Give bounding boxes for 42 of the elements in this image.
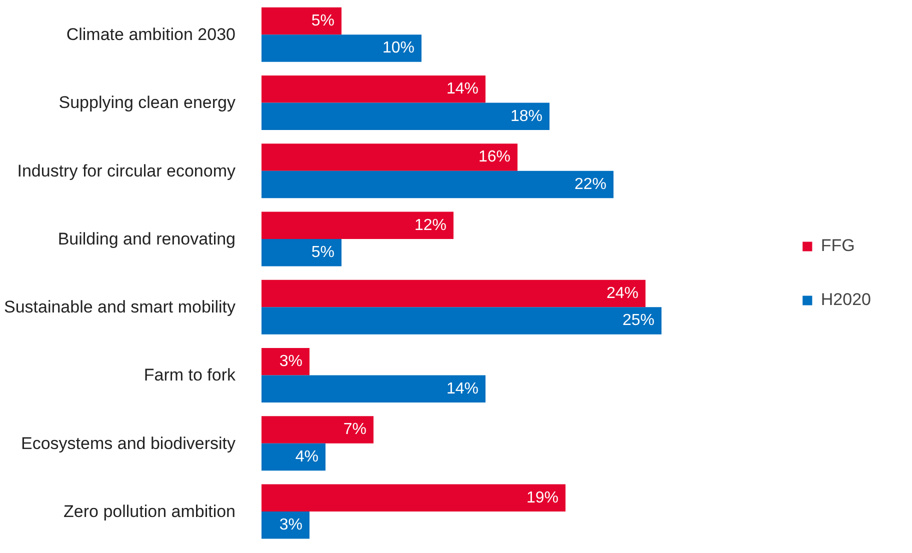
data-label: 25%: [622, 312, 655, 330]
data-label: 19%: [526, 489, 559, 506]
data-label: 4%: [295, 448, 318, 466]
data-label: 10%: [382, 40, 415, 57]
data-label: 16%: [478, 148, 511, 166]
data-label: 18%: [510, 108, 543, 125]
bar: [262, 280, 646, 308]
legend-label: H2020: [820, 290, 871, 310]
data-label: 3%: [279, 353, 302, 370]
data-label: 5%: [311, 12, 334, 30]
y-tick-label: Sustainable and smart mobility: [4, 298, 236, 317]
legend-label: FFG: [820, 236, 855, 256]
y-tick-label: Climate ambition 2030: [66, 25, 236, 44]
data-label: 24%: [606, 284, 639, 302]
data-label: 3%: [279, 516, 302, 534]
bar: [262, 484, 566, 512]
bar: [262, 102, 550, 130]
bar: [262, 238, 342, 266]
y-tick-label: Supplying clean energy: [58, 93, 236, 112]
data-label: 14%: [446, 80, 479, 98]
data-label: 7%: [343, 421, 366, 438]
data-label: 12%: [414, 216, 447, 234]
y-tick-label: Zero pollution ambition: [64, 502, 236, 521]
bar: [262, 375, 486, 402]
bar: [262, 443, 326, 471]
bar: [262, 75, 486, 103]
bar: [262, 7, 342, 35]
bar: [262, 144, 518, 171]
bar: [262, 34, 422, 62]
bar: [262, 307, 662, 334]
y-tick-label: Industry for circular economy: [17, 161, 236, 180]
data-label: 22%: [574, 176, 607, 193]
bar: [262, 170, 614, 198]
bar: [262, 348, 310, 376]
data-label: 14%: [446, 380, 479, 398]
data-label: 5%: [311, 244, 334, 262]
bar: [262, 416, 374, 444]
y-tick-label: Farm to fork: [144, 366, 236, 385]
bar: [262, 212, 454, 239]
y-tick-label: Ecosystems and biodiversity: [21, 434, 236, 453]
bar: [262, 511, 310, 539]
y-tick-label: Building and renovating: [58, 229, 236, 248]
